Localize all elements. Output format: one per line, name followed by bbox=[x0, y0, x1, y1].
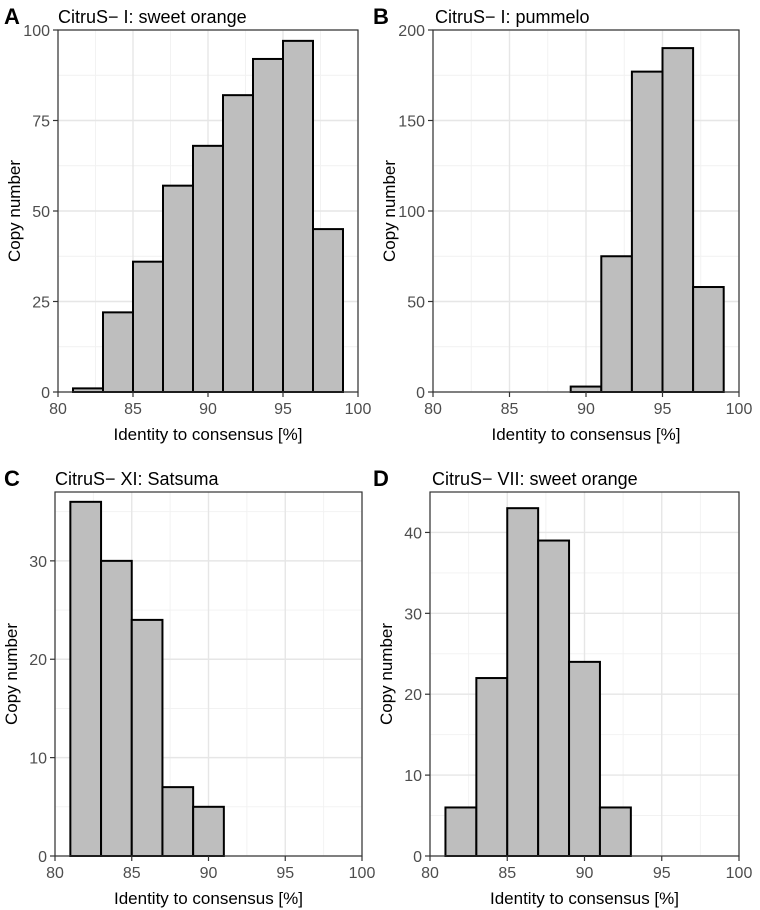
x-tick-label: 90 bbox=[576, 865, 594, 882]
histogram-bar bbox=[282, 39, 314, 394]
y-axis-label: Copy number bbox=[5, 160, 24, 262]
y-tick-label: 200 bbox=[398, 23, 425, 40]
x-tick-label: 80 bbox=[49, 401, 67, 418]
x-tick-label: 80 bbox=[424, 401, 442, 418]
x-tick-label: 100 bbox=[345, 401, 372, 418]
x-tick-label: 85 bbox=[501, 401, 519, 418]
panel-letter: C bbox=[4, 466, 20, 491]
panel-letter: B bbox=[373, 4, 389, 29]
x-tick-label: 95 bbox=[653, 865, 671, 882]
y-axis-label: Copy number bbox=[380, 160, 399, 262]
y-axis-label: Copy number bbox=[2, 623, 21, 725]
x-tick-label: 90 bbox=[199, 401, 217, 418]
histogram-bar bbox=[162, 184, 194, 393]
panel-title: CitruS− I: sweet orange bbox=[58, 7, 247, 27]
x-axis-label: Identity to consensus [%] bbox=[490, 889, 679, 908]
y-tick-label: 10 bbox=[404, 768, 422, 785]
histogram-bar bbox=[69, 500, 103, 857]
histogram-bar bbox=[568, 660, 601, 857]
histogram-bar bbox=[444, 806, 478, 858]
panel-b: 80 85 90 95 100 0 50 100 150 200 Identity to conse… bbox=[373, 4, 752, 444]
panel-a: 80 85 90 95 100 0 25 50 75 100 Identity to consens… bbox=[4, 4, 371, 444]
histogram-bar bbox=[661, 47, 695, 393]
x-tick-label: 90 bbox=[200, 865, 218, 882]
histogram-bar bbox=[222, 94, 254, 393]
x-tick-label: 90 bbox=[577, 401, 595, 418]
panel-title: CitruS− XI: Satsuma bbox=[55, 469, 220, 489]
x-tick-label: 95 bbox=[274, 401, 292, 418]
panel-title: CitruS− I: pummelo bbox=[435, 7, 590, 27]
y-tick-label: 40 bbox=[404, 525, 422, 542]
y-tick-label: 20 bbox=[29, 652, 47, 669]
histogram-bar bbox=[132, 260, 164, 393]
panel-letter: A bbox=[4, 4, 20, 29]
x-tick-label: 85 bbox=[124, 401, 142, 418]
histogram-bar bbox=[692, 286, 725, 393]
y-tick-label: 10 bbox=[29, 751, 47, 768]
x-tick-label: 80 bbox=[46, 865, 64, 882]
x-tick-label: 95 bbox=[654, 401, 672, 418]
x-tick-label: 95 bbox=[276, 865, 294, 882]
histogram-bar bbox=[598, 806, 632, 858]
histogram-bar bbox=[600, 255, 633, 393]
y-tick-label: 50 bbox=[32, 204, 50, 221]
x-tick-label: 100 bbox=[726, 865, 753, 882]
histogram-bar bbox=[569, 385, 603, 394]
histogram-bar bbox=[130, 618, 164, 858]
panel-letter: D bbox=[373, 466, 389, 491]
x-tick-label: 85 bbox=[123, 865, 141, 882]
y-axis-label: Copy number bbox=[377, 623, 396, 725]
histogram-bar bbox=[630, 70, 664, 393]
histogram-bar bbox=[475, 677, 509, 857]
panel-title: CitruS− VII: sweet orange bbox=[432, 469, 638, 489]
x-tick-label: 85 bbox=[498, 865, 516, 882]
y-tick-label: 150 bbox=[398, 114, 425, 131]
y-tick-label: 50 bbox=[407, 295, 425, 312]
x-tick-label: 80 bbox=[421, 865, 439, 882]
histogram-bar bbox=[102, 311, 134, 393]
histogram-bar bbox=[161, 786, 195, 857]
histogram-bar bbox=[192, 144, 224, 393]
y-tick-label: 25 bbox=[32, 295, 50, 312]
y-tick-label: 100 bbox=[398, 204, 425, 221]
x-axis-label: Identity to consensus [%] bbox=[114, 889, 303, 908]
histogram-bar bbox=[506, 507, 540, 857]
y-tick-label: 0 bbox=[416, 385, 425, 402]
y-tick-label: 0 bbox=[38, 849, 47, 866]
y-tick-label: 0 bbox=[413, 849, 422, 866]
x-tick-label: 100 bbox=[726, 401, 753, 418]
y-tick-label: 0 bbox=[41, 385, 50, 402]
panel-d: 80 85 90 95 100 0 10 20 30 40 Identity to consensu… bbox=[373, 466, 752, 908]
histogram-bar bbox=[312, 228, 344, 393]
x-axis-label: Identity to consensus [%] bbox=[114, 425, 303, 444]
x-axis-label: Identity to consensus [%] bbox=[492, 425, 681, 444]
y-tick-label: 100 bbox=[23, 23, 50, 40]
y-tick-label: 30 bbox=[29, 554, 47, 571]
histogram-bar bbox=[537, 539, 571, 857]
y-tick-label: 30 bbox=[404, 606, 422, 623]
histogram-bar bbox=[192, 805, 225, 857]
y-tick-label: 20 bbox=[404, 687, 422, 704]
histogram-bar bbox=[252, 57, 284, 394]
histogram-bar bbox=[100, 559, 133, 857]
y-tick-label: 75 bbox=[32, 114, 50, 131]
x-tick-label: 100 bbox=[349, 865, 376, 882]
panel-c: 80 85 90 95 100 0 10 20 30 Identity to consensus … bbox=[2, 466, 375, 908]
